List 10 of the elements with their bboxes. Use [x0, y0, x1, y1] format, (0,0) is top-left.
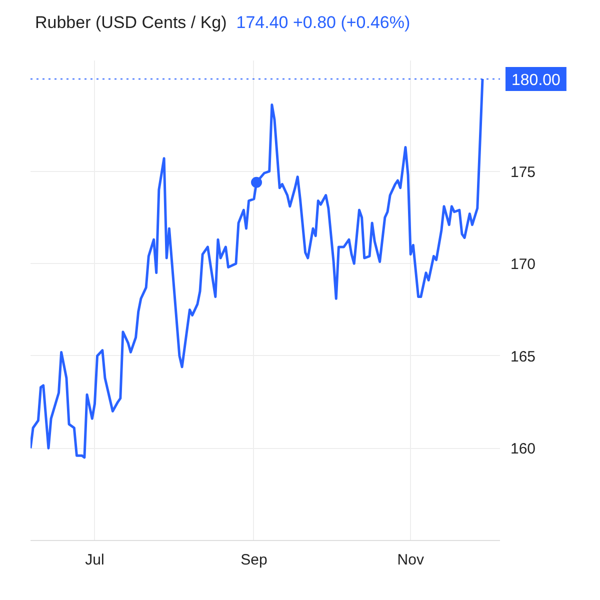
y-tick-label: 175	[510, 164, 536, 181]
y-tick-label: 160	[510, 440, 536, 458]
x-tick-label: Jul	[85, 552, 104, 568]
x-tick-label: Sep	[240, 552, 268, 568]
chart-subtitle: 174.40 +0.80 (+0.46%)	[236, 13, 410, 32]
y-tick-label: 165	[510, 348, 536, 366]
x-tick-label: Nov	[397, 552, 424, 568]
chart-title: Rubber (USD Cents / Kg)	[35, 13, 227, 32]
ref-line-label: 180.00	[512, 72, 561, 89]
y-tick-label: 170	[510, 256, 536, 274]
